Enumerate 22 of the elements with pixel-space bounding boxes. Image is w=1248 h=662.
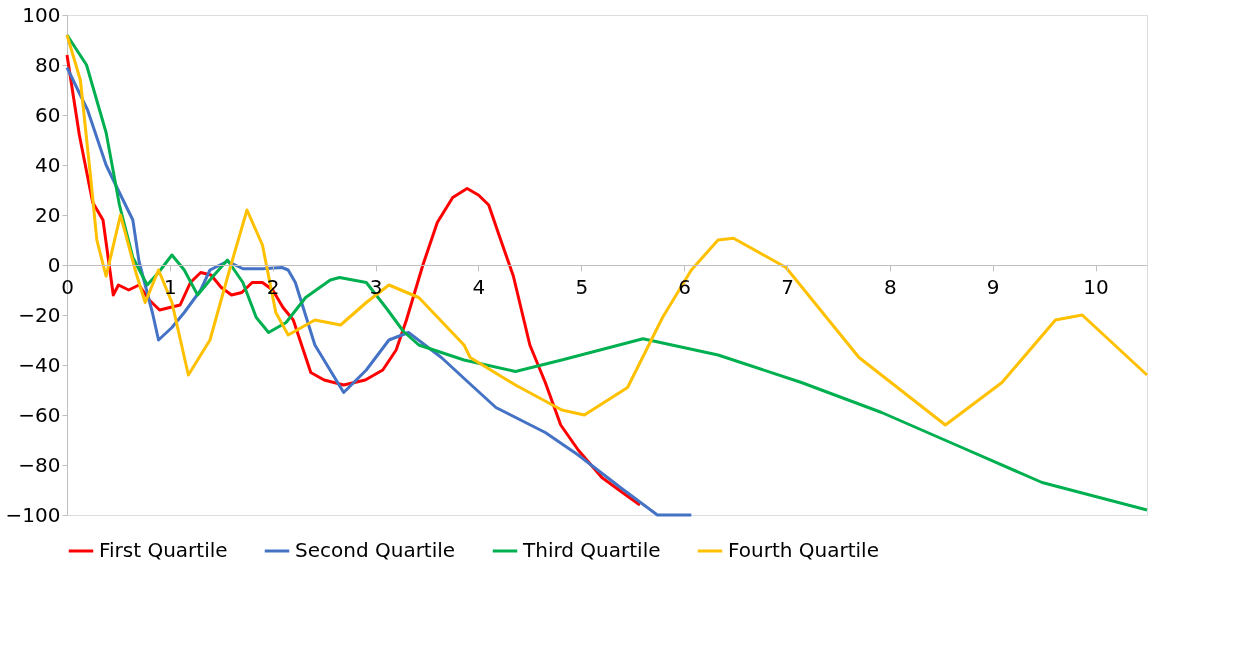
legend-label: First Quartile [99,538,228,562]
x-tick-label: 1 [163,274,177,299]
legend-label: Third Quartile [522,538,661,562]
y-tick-label: −40 [18,352,61,377]
x-tick-label: 5 [575,274,589,299]
legend-label: Fourth Quartile [728,538,879,562]
y-tick-label: −100 [5,502,61,527]
x-tick-label: 7 [781,274,794,299]
y-tick-label: −80 [18,452,61,477]
legend-label: Second Quartile [295,538,456,562]
y-tick-label: 0 [47,252,61,277]
x-tick-label: 4 [472,274,486,299]
y-tick-label: 40 [35,152,61,177]
x-tick-label: 10 [1083,274,1109,299]
y-tick-label: 60 [35,102,61,127]
y-tick-label: 80 [35,52,61,77]
x-tick-label: 8 [883,274,897,299]
y-tick-label: 20 [35,202,61,227]
x-tick-label: 9 [986,274,1000,299]
y-tick-label: 100 [22,2,61,27]
y-tick-label: −60 [18,402,61,427]
y-tick-label: −20 [18,302,61,327]
